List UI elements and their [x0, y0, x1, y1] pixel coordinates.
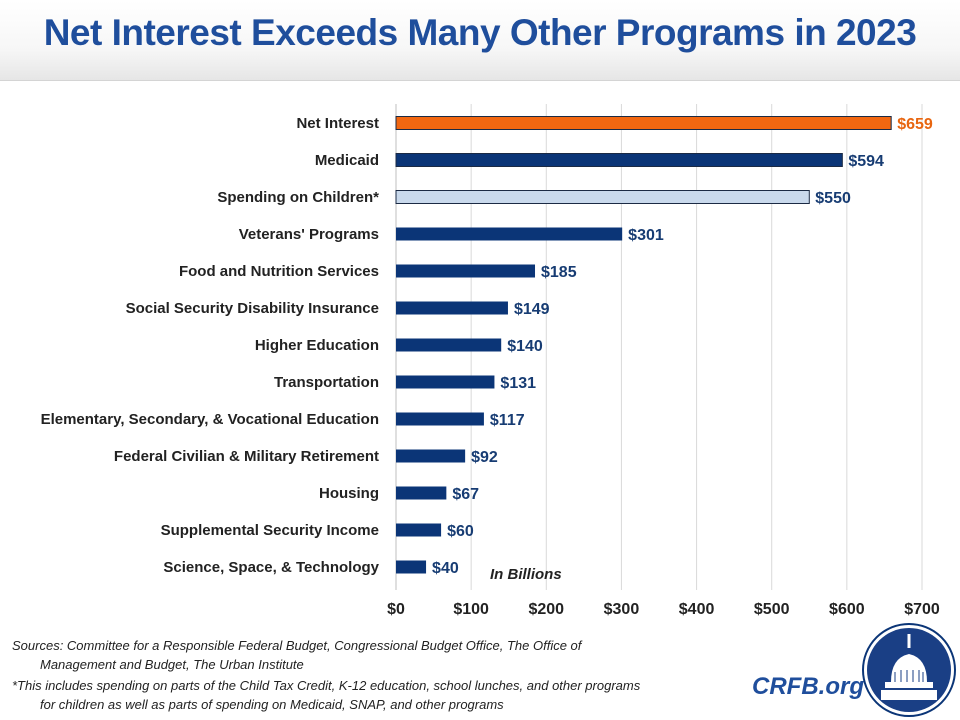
category-label: Elementary, Secondary, & Vocational Educ… [41, 411, 379, 428]
x-tick-label: $400 [679, 601, 715, 618]
units-annotation: In Billions [490, 566, 562, 583]
bar [396, 486, 447, 500]
category-label: Food and Nutrition Services [179, 263, 379, 280]
category-label: Housing [319, 485, 379, 502]
page-title: Net Interest Exceeds Many Other Programs… [43, 12, 917, 53]
data-label: $149 [514, 301, 550, 318]
footnote-text: *This includes spending on parts of the … [12, 678, 641, 712]
data-label: $60 [447, 523, 474, 540]
bar [396, 560, 427, 574]
data-label: $594 [848, 153, 884, 170]
bar [396, 523, 442, 537]
data-label: $550 [815, 190, 851, 207]
category-label: Transportation [274, 374, 379, 391]
bar [396, 227, 623, 241]
x-tick-label: $200 [528, 601, 564, 618]
bar-chart: Net Interest $659 Medicaid $594 Spending on … [41, 104, 940, 618]
x-tick-label: $0 [387, 601, 405, 618]
data-label: $67 [452, 486, 479, 503]
x-tick-label: $100 [453, 601, 489, 618]
x-tick-label: $600 [829, 601, 865, 618]
data-label: $140 [507, 338, 543, 355]
data-label: $92 [471, 449, 498, 466]
x-tick-label: $500 [754, 601, 790, 618]
site-link[interactable]: CRFB.org [752, 673, 864, 700]
data-label: $131 [500, 375, 536, 392]
bar [396, 338, 502, 352]
category-label: Spending on Children* [217, 189, 379, 206]
bar [395, 153, 843, 167]
bar [396, 264, 536, 278]
bar [395, 116, 892, 130]
bar [396, 301, 508, 315]
x-tick-label: $300 [604, 601, 640, 618]
bar [396, 449, 466, 463]
category-label: Higher Education [255, 337, 379, 354]
category-label: Science, Space, & Technology [163, 559, 379, 576]
data-label: $40 [432, 560, 459, 577]
data-label: $659 [897, 116, 933, 133]
crfb-capitol-logo [862, 623, 956, 717]
category-label: Veterans' Programs [239, 226, 379, 243]
bar [395, 190, 810, 204]
sources-text: Sources: Committee for a Responsible Fed… [12, 638, 582, 672]
category-label: Net Interest [296, 115, 379, 132]
footer-notes: Sources: Committee for a Responsible Fed… [12, 636, 652, 714]
category-label: Federal Civilian & Military Retirement [114, 448, 379, 465]
data-label: $185 [541, 264, 577, 281]
bar [396, 375, 495, 389]
category-label: Social Security Disability Insurance [126, 300, 379, 317]
data-label: $301 [628, 227, 664, 244]
data-label: $117 [490, 412, 525, 429]
x-tick-label: $700 [904, 601, 940, 618]
header-band: Net Interest Exceeds Many Other Programs… [0, 0, 960, 81]
category-label: Medicaid [315, 152, 379, 169]
bar [396, 412, 484, 426]
category-label: Supplemental Security Income [161, 522, 379, 539]
